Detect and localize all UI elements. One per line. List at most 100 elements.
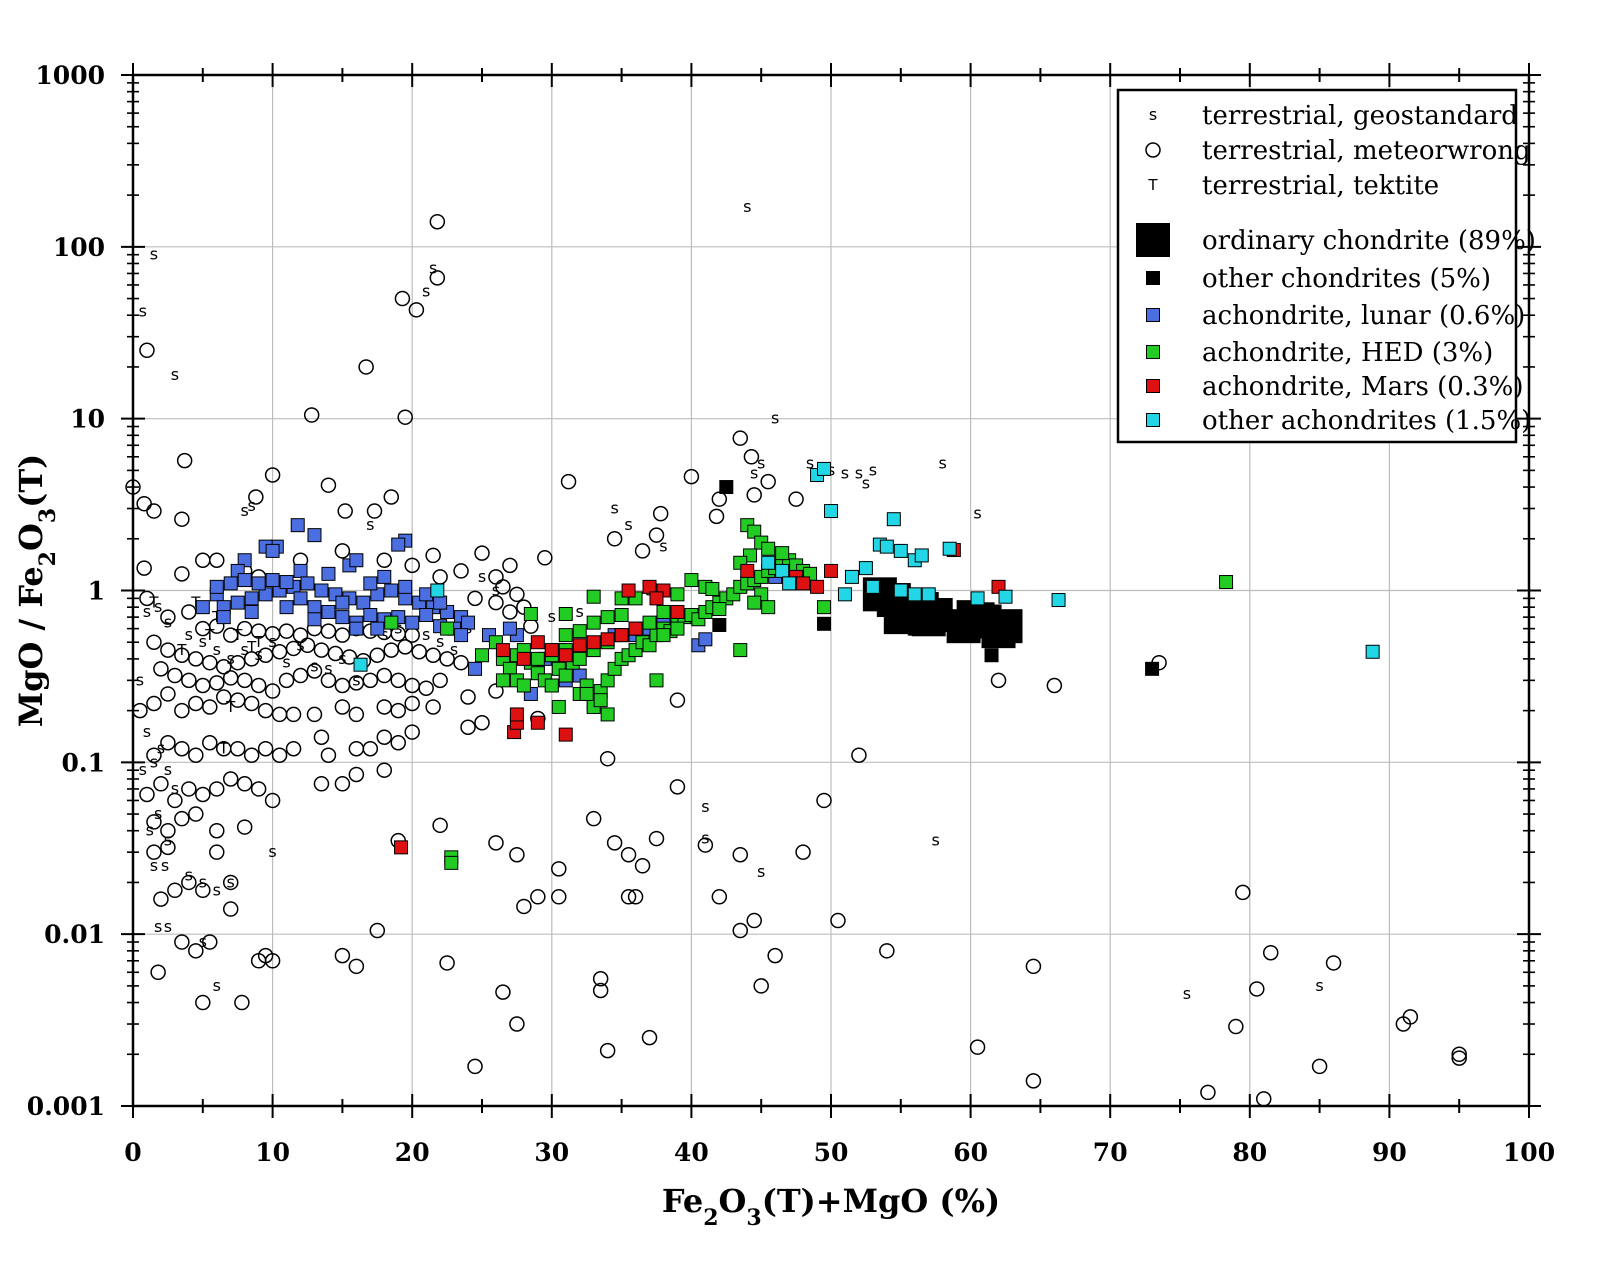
data-point (153, 776, 169, 792)
data-point: s (154, 597, 162, 616)
data-point (516, 651, 531, 666)
data-point (928, 604, 943, 619)
data-point (586, 635, 601, 650)
data-point (558, 628, 573, 643)
series-1 (125, 213, 1467, 1107)
data-point (796, 576, 811, 591)
data-point (348, 706, 365, 723)
data-point (136, 495, 152, 512)
data-point (356, 595, 371, 610)
data-point (394, 290, 411, 307)
data-point (698, 632, 713, 647)
data-point (1051, 593, 1066, 608)
data-point: s (743, 197, 751, 216)
data-point (146, 503, 162, 519)
data-point (652, 505, 669, 522)
data-point: s (161, 856, 169, 875)
data-point (732, 430, 749, 446)
data-point (621, 583, 636, 598)
data-point (285, 740, 302, 757)
data-point (425, 699, 441, 715)
data-point (430, 583, 445, 598)
data-point (858, 561, 873, 576)
data-point (970, 608, 985, 623)
data-point (837, 587, 852, 602)
data-point (390, 702, 406, 719)
data-point (907, 621, 922, 636)
data-point (349, 553, 364, 568)
data-point (181, 781, 197, 797)
data-point (176, 452, 193, 469)
data-point (684, 573, 699, 588)
data-point (146, 695, 162, 712)
data-point: s (771, 409, 779, 428)
data-point: s (841, 463, 849, 482)
data-point (670, 604, 685, 619)
legend-marker (1146, 379, 1160, 393)
data-point (362, 740, 379, 757)
data-point (250, 781, 267, 797)
data-point (474, 714, 490, 731)
data-point (439, 651, 455, 667)
data-point (641, 1029, 658, 1046)
data-point (160, 822, 176, 839)
data-point (817, 600, 832, 615)
data-point (160, 839, 176, 856)
data-point (181, 672, 197, 689)
data-point: T (253, 633, 264, 651)
data-point: s (429, 258, 437, 277)
legend-label: other chondrites (5%) (1202, 264, 1491, 294)
data-point (1256, 1091, 1272, 1107)
y-tick-label: 1 (88, 577, 105, 606)
data-point (215, 658, 232, 675)
data-point: s (213, 880, 221, 899)
data-point (893, 583, 908, 598)
data-point (265, 543, 280, 558)
data-point (795, 844, 811, 860)
data-point: s (750, 463, 758, 482)
data-point (363, 576, 378, 591)
data-point (1365, 644, 1380, 659)
data-point (495, 579, 511, 595)
data-point (844, 569, 859, 584)
data-point (243, 747, 260, 763)
data-point: T (176, 641, 187, 659)
data-point (251, 576, 266, 591)
data-point (711, 491, 728, 507)
data-point (879, 539, 894, 554)
data-point (816, 792, 832, 809)
data-point (606, 531, 623, 547)
data-point (599, 1042, 616, 1059)
data-point (181, 874, 197, 891)
data-point (614, 608, 629, 623)
data-point (558, 668, 573, 683)
data-point: s (154, 804, 162, 823)
data-point (209, 844, 225, 860)
series-8 (353, 461, 1380, 672)
x-tick-label: 70 (1093, 1138, 1128, 1167)
data-point (174, 934, 190, 950)
data-point (530, 715, 545, 730)
data-point (914, 548, 929, 563)
data-point (648, 527, 665, 543)
data-point (502, 557, 518, 574)
data-point (592, 982, 609, 999)
data-point (775, 546, 790, 561)
data-point (167, 667, 183, 684)
data-point (743, 449, 760, 465)
data-point (174, 702, 190, 719)
data-point (209, 781, 225, 797)
data-point: s (1315, 976, 1323, 995)
x-tick-label: 90 (1372, 1138, 1407, 1167)
data-point: s (241, 501, 249, 520)
data-point (429, 213, 446, 230)
data-point: T (246, 638, 257, 656)
data-point (209, 675, 225, 691)
data-point (405, 615, 420, 630)
data-point (669, 692, 686, 708)
data-point (188, 943, 204, 959)
y-tick-label: 100 (53, 233, 105, 262)
data-point (600, 707, 615, 722)
data-point: s (143, 602, 151, 621)
data-point (425, 647, 441, 663)
